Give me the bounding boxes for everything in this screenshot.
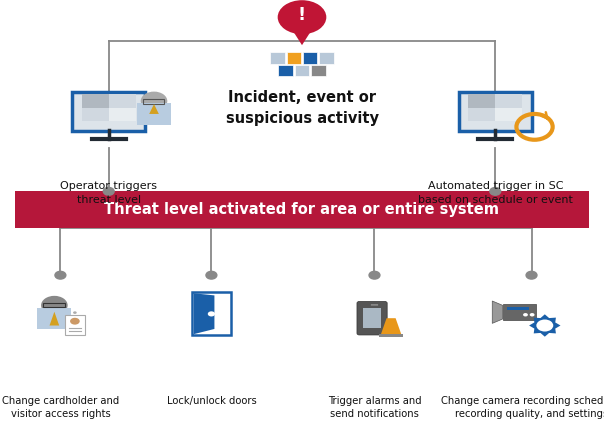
FancyBboxPatch shape: [109, 94, 136, 108]
FancyBboxPatch shape: [468, 108, 495, 121]
FancyBboxPatch shape: [109, 108, 136, 121]
Text: Trigger alarms and
send notifications: Trigger alarms and send notifications: [327, 396, 422, 419]
FancyBboxPatch shape: [37, 308, 71, 329]
Circle shape: [55, 271, 66, 279]
FancyBboxPatch shape: [371, 304, 378, 306]
FancyBboxPatch shape: [295, 65, 309, 76]
FancyBboxPatch shape: [65, 315, 85, 335]
Circle shape: [208, 311, 215, 316]
FancyBboxPatch shape: [503, 304, 536, 320]
Polygon shape: [381, 318, 402, 335]
FancyBboxPatch shape: [357, 301, 387, 335]
Polygon shape: [194, 293, 214, 334]
FancyBboxPatch shape: [82, 94, 109, 108]
Circle shape: [103, 187, 114, 195]
FancyBboxPatch shape: [363, 308, 381, 328]
Circle shape: [490, 187, 501, 195]
FancyBboxPatch shape: [459, 92, 532, 132]
Circle shape: [530, 313, 535, 316]
Text: Change camera recording schedule,
recording quality, and settings: Change camera recording schedule, record…: [441, 396, 604, 419]
FancyBboxPatch shape: [72, 92, 145, 132]
FancyBboxPatch shape: [311, 65, 326, 76]
Polygon shape: [50, 312, 59, 326]
Polygon shape: [529, 314, 561, 337]
FancyBboxPatch shape: [82, 108, 109, 121]
FancyBboxPatch shape: [507, 307, 528, 310]
Circle shape: [141, 92, 167, 111]
Text: Automated trigger in SC
based on schedule or event: Automated trigger in SC based on schedul…: [418, 181, 573, 205]
Polygon shape: [492, 301, 503, 323]
FancyBboxPatch shape: [495, 94, 522, 108]
Text: Incident, event or
suspicious activity: Incident, event or suspicious activity: [225, 90, 379, 126]
Text: Change cardholder and
visitor access rights: Change cardholder and visitor access rig…: [2, 396, 119, 419]
Circle shape: [369, 271, 380, 279]
Circle shape: [41, 296, 68, 315]
Text: Operator triggers
threat level: Operator triggers threat level: [60, 181, 157, 205]
FancyBboxPatch shape: [278, 65, 293, 76]
FancyBboxPatch shape: [468, 94, 495, 108]
Circle shape: [523, 313, 528, 316]
FancyBboxPatch shape: [287, 52, 301, 64]
FancyBboxPatch shape: [303, 52, 318, 64]
Circle shape: [206, 271, 217, 279]
FancyBboxPatch shape: [319, 52, 333, 64]
Circle shape: [70, 318, 80, 325]
FancyBboxPatch shape: [271, 52, 285, 64]
Circle shape: [277, 0, 327, 35]
Circle shape: [73, 311, 77, 314]
Circle shape: [103, 93, 114, 101]
Text: !: !: [298, 6, 306, 25]
Circle shape: [536, 319, 553, 332]
Circle shape: [490, 93, 501, 101]
Polygon shape: [149, 104, 159, 114]
Polygon shape: [293, 31, 311, 45]
FancyBboxPatch shape: [15, 191, 589, 228]
FancyBboxPatch shape: [495, 108, 522, 121]
FancyBboxPatch shape: [137, 103, 171, 125]
Text: Threat level activated for area or entire system: Threat level activated for area or entir…: [104, 202, 500, 217]
Circle shape: [526, 271, 537, 279]
FancyBboxPatch shape: [379, 334, 403, 337]
Text: Lock/unlock doors: Lock/unlock doors: [167, 396, 256, 405]
